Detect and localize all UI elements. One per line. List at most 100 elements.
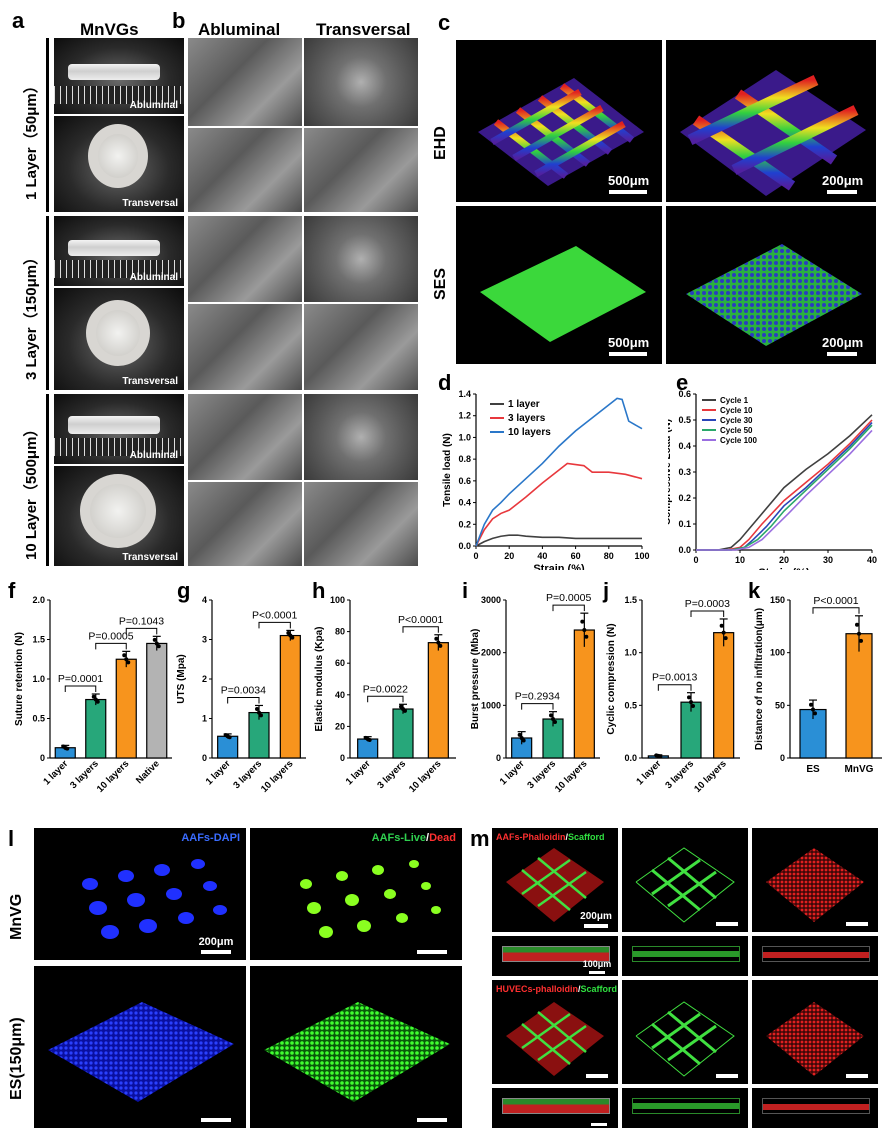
y-axis-label: Tensile load (N) <box>442 433 453 507</box>
p-value-label: P=0.0005 <box>546 592 591 604</box>
data-point <box>156 644 161 649</box>
bar-1-layer <box>217 735 239 759</box>
data-point <box>551 717 555 722</box>
scale-bar: 500μm <box>608 335 649 356</box>
bar-mnvg <box>845 633 873 759</box>
sem-1layer-transversal-low <box>304 38 418 126</box>
row-label-es: ES(150μm) <box>8 1017 25 1100</box>
photo-1layer-abluminal: Abluminal <box>54 38 184 114</box>
x-tick-label: 10 layers <box>95 758 132 795</box>
sem-1layer-transversal-high <box>304 128 418 212</box>
sem-1layer-abluminal-low <box>188 38 302 126</box>
y-tick-label: 0.3 <box>678 467 691 477</box>
panel-label-l: l <box>8 826 15 851</box>
x-tick-label: 1 layer <box>634 758 663 787</box>
side-view-band <box>632 946 740 962</box>
row-label-mnvg: MnVG <box>8 893 25 940</box>
sem-1layer-abluminal-high <box>188 128 302 212</box>
row-label-1layer: 1 Layer（50μm） <box>23 78 40 200</box>
confocal-aafs-merge-side: 100μm <box>492 936 618 976</box>
y-axis-label: Burst pressure (Mba) <box>470 629 481 730</box>
y-tick-label: 1.0 <box>458 432 471 442</box>
ses-topography <box>480 246 646 342</box>
ruler <box>54 260 184 278</box>
x-tick-label: 10 layers <box>553 758 590 795</box>
significance-bracket <box>402 626 439 633</box>
x-axis-label: Strain (%) <box>533 563 585 570</box>
data-point <box>553 719 557 724</box>
ses-3d-500: 500μm <box>456 206 662 364</box>
panel-b-col-transversal: Transversal <box>316 20 411 39</box>
data-point <box>687 695 691 700</box>
series-line-2 <box>696 419 873 551</box>
x-axis-label: Strain (%) <box>758 567 810 570</box>
y-tick-label: 1.0 <box>32 674 45 684</box>
sem-3layer-transversal-low <box>304 216 418 302</box>
scale-bar: 100μm <box>580 959 614 974</box>
x-tick-label: ES <box>806 764 820 775</box>
y-tick-label: 50 <box>775 700 785 710</box>
x-tick-label: 0 <box>693 555 698 565</box>
panel-label-d: d <box>438 370 452 395</box>
data-point <box>122 653 127 658</box>
row-label-ehd: EHD <box>432 126 449 160</box>
y-axis-label: UTS (Mpa) <box>176 654 187 703</box>
data-point <box>257 710 261 715</box>
y-tick-label: 2.0 <box>32 595 45 605</box>
data-point <box>582 628 587 633</box>
x-tick-label: 1 layer <box>204 758 233 787</box>
y-tick-label: 4 <box>202 595 207 605</box>
confocal-huvecs-scaffold <box>622 980 748 1084</box>
y-tick-label: 3000 <box>481 595 501 605</box>
y-axis-label: Elastic modulus (Kpa) <box>314 626 325 731</box>
y-axis-label: Distance of no infiltration(μm) <box>754 608 765 750</box>
photo-3layer-transversal: Transversal <box>54 288 184 390</box>
data-point <box>124 657 129 662</box>
significance-bracket <box>521 703 554 710</box>
graft-cross-section <box>86 300 150 366</box>
sem-3layer-abluminal-high <box>188 304 302 390</box>
legend-label: Cycle 100 <box>720 436 757 445</box>
significance-bracket <box>125 627 158 635</box>
significance-bracket <box>657 684 692 691</box>
series-line-2 <box>475 462 643 547</box>
ruler <box>54 86 184 104</box>
significance-bracket <box>552 604 585 612</box>
photo-10layer-abluminal: Abluminal <box>54 394 184 464</box>
confocal-mnvg-dapi: AAFs-DAPI 200μm <box>34 828 246 960</box>
x-tick-label: 10 layers <box>407 758 444 795</box>
significance-bracket <box>95 642 127 650</box>
data-point <box>434 636 439 641</box>
sem-10layer-transversal-low <box>304 394 418 480</box>
ehd-3d-200: 200μm <box>666 40 876 202</box>
ruler <box>54 438 184 456</box>
y-tick-label: 0.5 <box>624 700 637 710</box>
series-line-1 <box>475 534 642 547</box>
transversal-caption: Transversal <box>122 552 178 563</box>
data-point <box>91 694 96 699</box>
significance-bracket <box>258 621 291 629</box>
confocal-aafs-merge: AAFs-Phalloidin/Scafford 200μm <box>492 828 618 932</box>
series-line-5 <box>696 429 873 551</box>
chart-d-tensile: 0.0 0.2 0.4 0.6 0.8 1.0 1.2 1.4 0 20 40 60 80 100 Stra… <box>442 389 650 570</box>
chart-j-cyclic-compression: 0.0 0.5 1.0 1.5 Cyclic compression (N) 1 laye… <box>606 595 740 795</box>
panel-label-b: b <box>172 8 186 33</box>
legend-label: 3 layers <box>508 413 546 424</box>
side-view-band <box>502 946 610 962</box>
series-line-4 <box>696 424 873 551</box>
y-tick-label: 150 <box>770 595 785 605</box>
data-point <box>855 622 859 627</box>
data-point <box>225 734 230 739</box>
panel-label-c: c <box>438 10 451 35</box>
confocal-huvecs-phalloidin <box>752 980 878 1084</box>
graft-cross-section <box>88 124 148 188</box>
legend-label: Cycle 30 <box>720 416 753 425</box>
y-tick-label: 0 <box>780 753 785 763</box>
scale-bar: 200μm <box>196 936 236 954</box>
row-divider-3 <box>46 394 49 566</box>
x-tick-label: 10 layers <box>259 758 296 795</box>
y-tick-label: 1 <box>202 714 207 724</box>
y-tick-label: 80 <box>335 627 345 637</box>
p-value-label: P=0.0003 <box>685 598 730 610</box>
scale-bar <box>412 1116 452 1122</box>
